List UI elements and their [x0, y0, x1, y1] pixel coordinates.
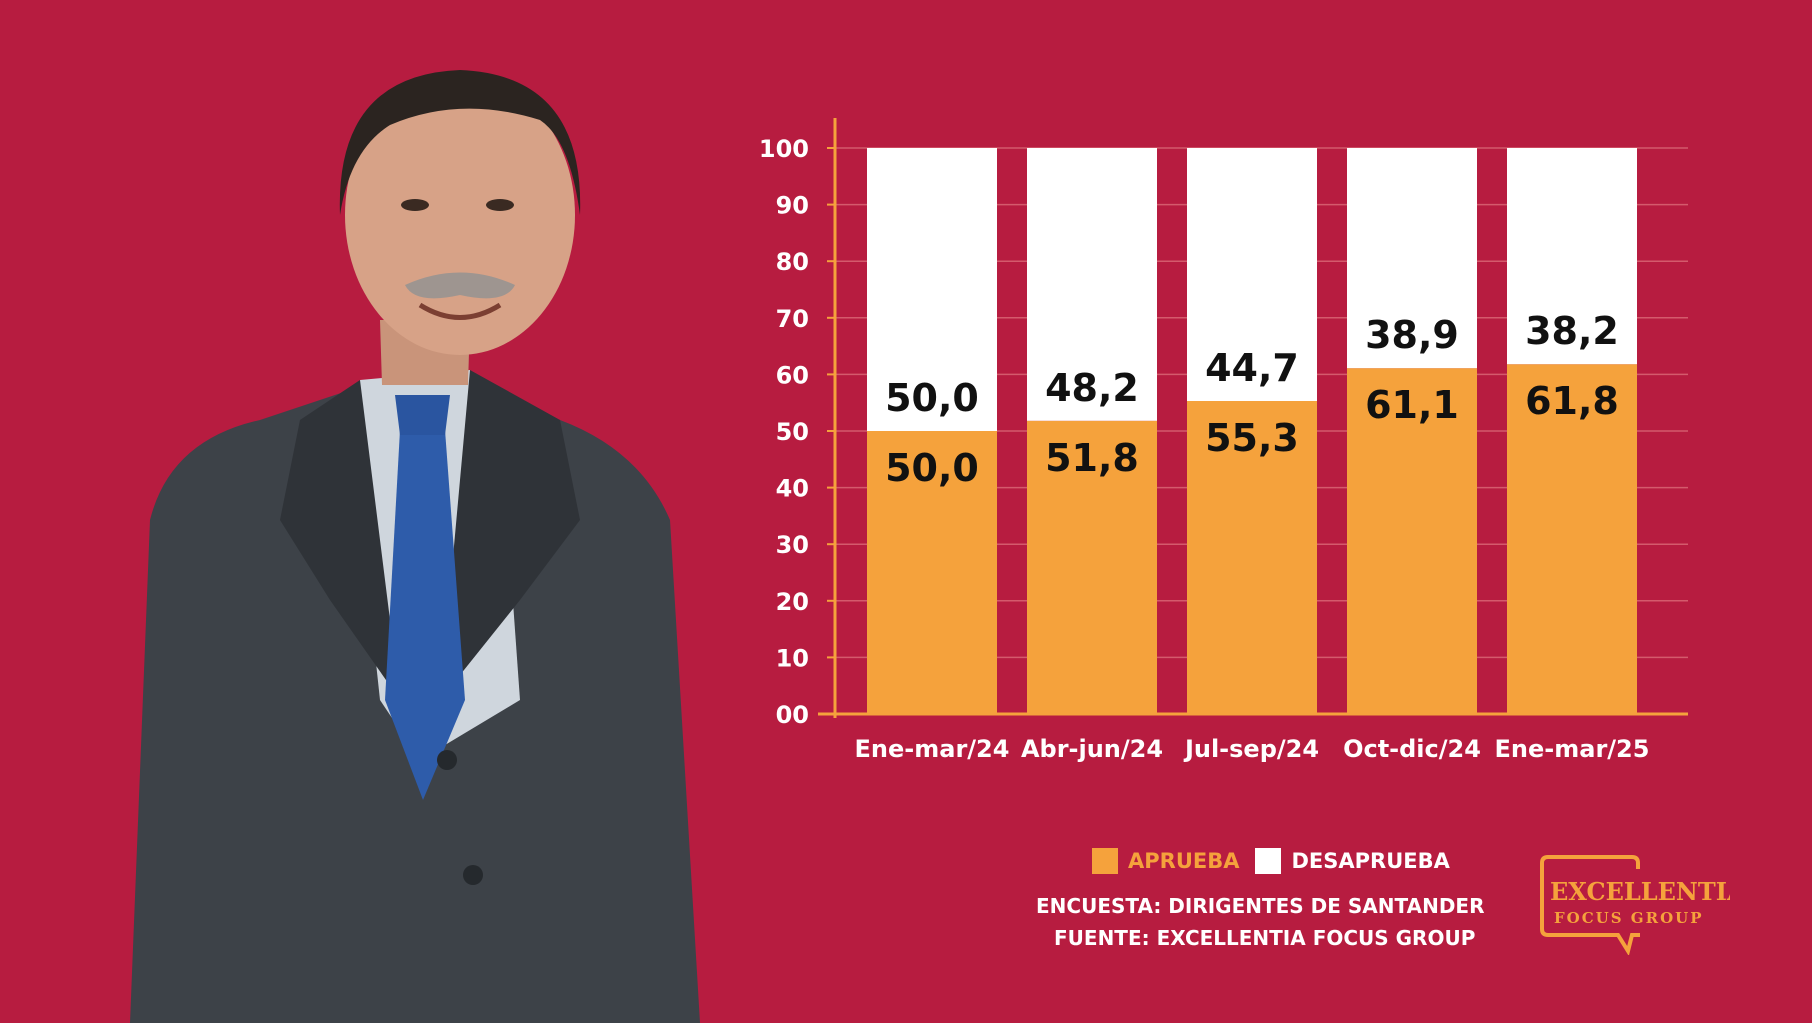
tie	[385, 430, 465, 800]
hair	[339, 70, 581, 215]
data-label-desaprueba: 48,2	[1045, 366, 1139, 410]
y-tick-label: 20	[776, 588, 809, 616]
right-eye	[486, 199, 514, 211]
logo-text-main: EXCELLENTIA	[1550, 877, 1730, 906]
bar-desaprueba	[1507, 148, 1637, 365]
legend: APRUEBA DESAPRUEBA	[1092, 848, 1450, 874]
y-axis: 00 10 20 30 40 50 60 70 80 90 100	[759, 118, 837, 729]
bar-desaprueba	[1347, 148, 1477, 369]
bar-desaprueba	[867, 148, 997, 431]
left-eye	[401, 199, 429, 211]
y-tick-label: 40	[776, 475, 809, 503]
bar-aprueba	[1507, 364, 1637, 714]
data-label-desaprueba: 50,0	[885, 376, 979, 420]
data-label-desaprueba: 38,9	[1365, 313, 1459, 357]
bars: 50,0 50,0 51,8 48,2 55,3 44,7 61,1 38,9 61,8 38,2	[867, 148, 1637, 714]
y-tick-label: 50	[776, 418, 809, 446]
excellentia-logo: EXCELLENTIA FOCUS GROUP	[1540, 855, 1730, 955]
person-photo	[130, 70, 700, 1023]
smile	[418, 302, 502, 320]
jacket-button	[463, 865, 483, 885]
data-label-aprueba: 61,8	[1525, 379, 1619, 423]
data-label-aprueba: 55,3	[1205, 416, 1299, 460]
face	[345, 75, 575, 355]
y-tick-label: 10	[776, 644, 809, 672]
data-label-desaprueba: 38,2	[1525, 309, 1619, 353]
bar-aprueba	[1187, 401, 1317, 714]
bar-desaprueba	[1027, 148, 1157, 421]
data-label-aprueba: 50,0	[885, 446, 979, 490]
source-note: FUENTE: EXCELLENTIA FOCUS GROUP	[1054, 926, 1476, 950]
moustache	[405, 272, 515, 299]
bar-aprueba	[1027, 420, 1157, 714]
legend-label-aprueba: APRUEBA	[1128, 849, 1240, 873]
x-tick-label: Abr-jun/24	[1021, 735, 1163, 763]
left-lapel	[280, 380, 400, 700]
x-tick-label: Oct-dic/24	[1343, 735, 1481, 763]
legend-swatch-desaprueba	[1255, 848, 1282, 874]
y-tick-label: 60	[776, 361, 809, 389]
y-tick-label: 30	[776, 531, 809, 559]
survey-note: ENCUESTA: DIRIGENTES DE SANTANDER	[1036, 894, 1485, 918]
data-label-desaprueba: 44,7	[1205, 346, 1299, 390]
bar-aprueba	[867, 431, 997, 714]
legend-swatch-aprueba	[1092, 848, 1118, 874]
y-tick-label: 70	[776, 305, 809, 333]
legend-label-desaprueba: DESAPRUEBA	[1291, 849, 1450, 873]
x-tick-label: Ene-mar/24	[855, 735, 1010, 763]
jacket-button	[437, 750, 457, 770]
footer: ENCUESTA: DIRIGENTES DE SANTANDER FUENTE…	[1036, 890, 1484, 954]
x-tick-label: Jul-sep/24	[1183, 735, 1319, 763]
y-tick-label: 80	[776, 248, 809, 276]
bar-aprueba	[1347, 368, 1477, 714]
y-tick-label: 100	[759, 135, 809, 163]
tie-knot	[395, 395, 450, 435]
x-tick-label: Ene-mar/25	[1495, 735, 1650, 763]
data-label-aprueba: 61,1	[1365, 383, 1459, 427]
right-lapel	[440, 370, 580, 700]
y-tick-label: 00	[776, 701, 809, 729]
bar-desaprueba	[1187, 148, 1317, 402]
x-axis: Ene-mar/24 Abr-jun/24 Jul-sep/24 Oct-dic/24…	[818, 712, 1688, 763]
data-label-aprueba: 51,8	[1045, 436, 1139, 480]
logo-speech-bubble	[1540, 855, 1640, 955]
y-tick-label: 90	[776, 192, 809, 220]
logo-text-sub: FOCUS GROUP	[1554, 909, 1704, 927]
